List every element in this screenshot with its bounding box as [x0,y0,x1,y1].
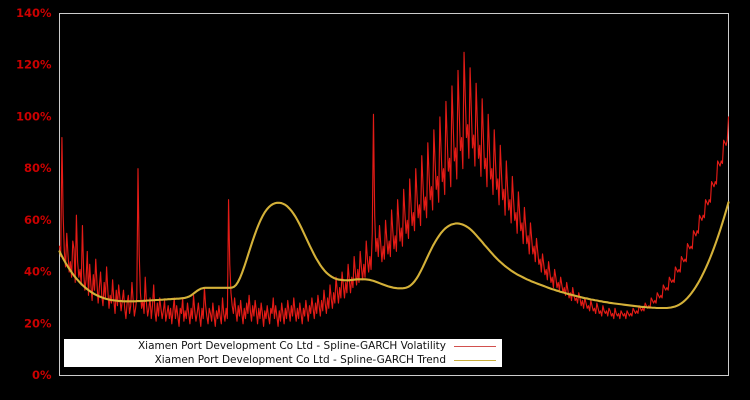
legend-swatch-volatility [454,345,496,347]
chart-legend: Xiamen Port Development Co Ltd - Spline-… [63,338,503,368]
legend-label-volatility: Xiamen Port Development Co Ltd - Spline-… [137,340,446,352]
y-axis-tick-label: 40% [24,265,52,279]
legend-item-volatility: Xiamen Port Development Co Ltd - Spline-… [64,339,502,353]
y-axis-tick-label: 60% [24,213,52,227]
legend-swatch-trend [454,359,496,361]
y-axis-tick-label: 140% [16,6,52,20]
data-series-group [58,51,730,327]
legend-item-trend: Xiamen Port Development Co Ltd - Spline-… [64,353,502,367]
y-axis-tick-label: 100% [16,109,52,123]
y-axis-tick-label: 120% [16,58,52,72]
y-axis-tick-label: 20% [24,316,52,330]
plot-area-frame [59,13,729,376]
y-axis-tick-labels: 0% 20% 40% 60% 80% 100% 120% 140% [16,6,52,382]
series-volatility-line [58,51,730,327]
series-trend-line [58,201,730,310]
y-axis-tick-label: 0% [32,368,52,382]
y-axis-tick-label: 80% [24,161,52,175]
legend-label-trend: Xiamen Port Development Co Ltd - Spline-… [154,354,446,366]
